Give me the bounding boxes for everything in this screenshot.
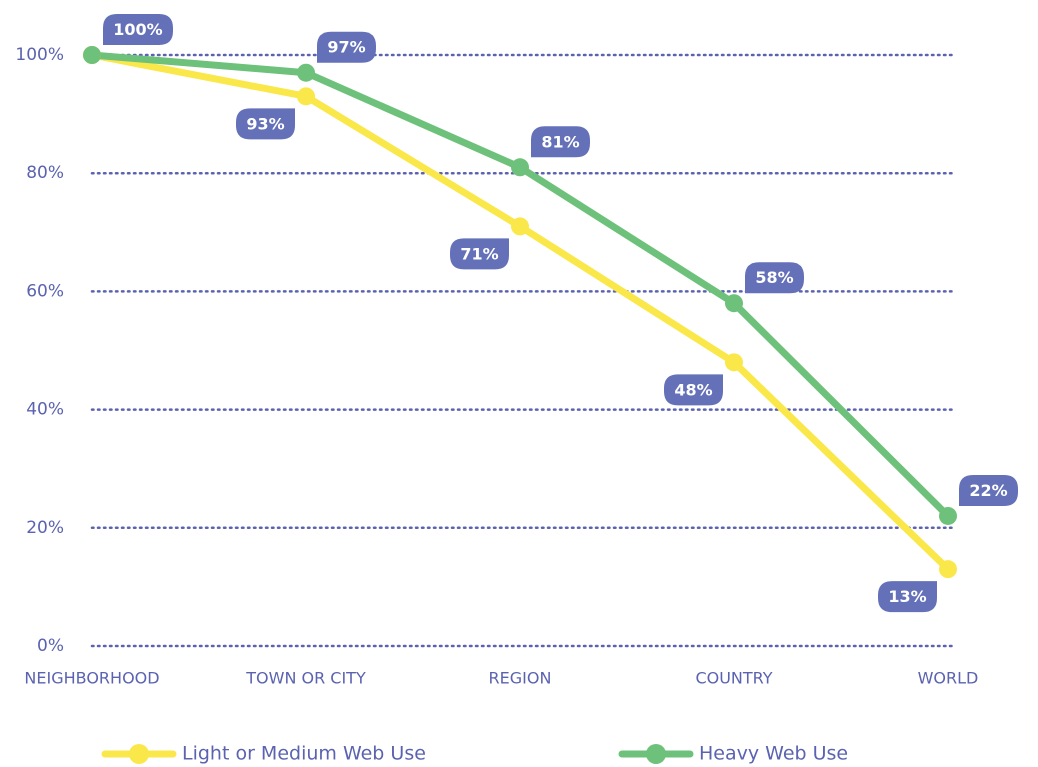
legend-label: Light or Medium Web Use — [182, 743, 426, 765]
series-line — [91, 51, 951, 572]
data-point — [725, 294, 743, 313]
label-bubble — [878, 581, 937, 613]
label-bubble — [664, 374, 723, 406]
data-label-text: 48% — [674, 380, 712, 399]
label-bubble — [317, 31, 376, 63]
label-bubble — [959, 474, 1018, 506]
x-tick-label: REGION — [489, 669, 552, 688]
data-label-text: 58% — [755, 268, 793, 287]
legend-label: Heavy Web Use — [699, 743, 848, 765]
data-label: 97% — [317, 31, 376, 63]
data-point — [939, 560, 957, 579]
x-tick-label: WORLD — [918, 669, 979, 688]
data-label: 100% — [103, 14, 173, 45]
data-point — [83, 46, 101, 64]
label-bubble — [745, 262, 804, 294]
data-label: 81% — [531, 126, 590, 158]
data-label: 93% — [236, 108, 295, 140]
y-tick-label: 40% — [26, 400, 64, 420]
data-label-text: 71% — [460, 244, 498, 263]
data-label-text: 93% — [246, 114, 284, 133]
y-tick-label: 80% — [26, 163, 64, 183]
data-point — [725, 353, 743, 372]
y-tick-label: 60% — [26, 281, 64, 301]
legend-dot — [129, 744, 149, 764]
data-label-text: 22% — [969, 481, 1007, 500]
data-label: 48% — [664, 374, 723, 406]
label-bubble — [450, 238, 509, 270]
x-tick-label: TOWN OR CITY — [245, 669, 366, 688]
y-tick-label: 20% — [26, 518, 64, 538]
data-label: 58% — [745, 262, 804, 294]
data-label: 13% — [878, 581, 937, 613]
label-bubble — [236, 108, 295, 140]
legend-dot — [646, 744, 666, 764]
y-tick-label: 0% — [37, 636, 64, 656]
x-tick-label: NEIGHBORHOOD — [24, 669, 159, 688]
data-label-text: 97% — [327, 38, 365, 57]
label-bubble — [103, 14, 173, 45]
data-label-text: 100% — [113, 20, 162, 39]
data-label: 71% — [450, 238, 509, 270]
data-point — [297, 87, 315, 106]
label-bubble — [531, 126, 590, 158]
x-tick-label: COUNTRY — [695, 669, 772, 688]
y-tick-label: 100% — [15, 45, 64, 65]
data-point — [939, 506, 957, 525]
data-label: 22% — [959, 474, 1018, 506]
data-label-text: 81% — [541, 132, 579, 151]
data-point — [511, 217, 529, 236]
data-label-text: 13% — [888, 587, 926, 606]
data-point — [297, 63, 315, 82]
data-point — [511, 158, 529, 177]
